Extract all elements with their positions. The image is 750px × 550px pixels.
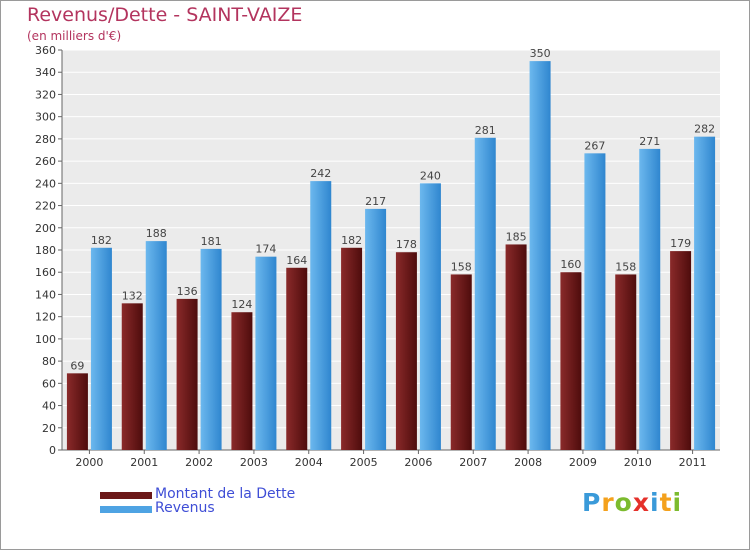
data-label-revenus: 174 <box>255 243 276 256</box>
data-label-revenus: 267 <box>584 139 605 152</box>
y-tick-label: 240 <box>35 177 56 190</box>
bar-dette <box>66 373 88 450</box>
x-tick-label: 2008 <box>514 456 542 469</box>
x-tick-label: 2009 <box>569 456 597 469</box>
data-label-dette: 124 <box>231 298 252 311</box>
data-label-revenus: 182 <box>91 234 112 247</box>
x-tick-label: 2011 <box>679 456 707 469</box>
y-tick-label: 300 <box>35 111 56 124</box>
bar-revenus <box>639 148 661 450</box>
proxiti-logo: Proxiti <box>582 488 682 517</box>
data-label-dette: 158 <box>451 260 472 273</box>
bar-revenus <box>310 181 332 450</box>
data-label-dette: 178 <box>396 238 417 251</box>
y-tick-label: 80 <box>42 355 56 368</box>
data-label-dette: 69 <box>70 359 84 372</box>
data-label-dette: 164 <box>286 254 307 267</box>
bar-dette <box>176 298 198 450</box>
legend-label-dette: Montant de la Dette <box>155 486 296 502</box>
x-tick-label: 2000 <box>75 456 103 469</box>
bar-revenus <box>200 248 222 450</box>
data-label-revenus: 217 <box>365 195 386 208</box>
data-label-dette: 136 <box>177 285 198 298</box>
y-tick-label: 360 <box>35 44 56 57</box>
data-label-dette: 182 <box>341 234 362 247</box>
x-tick-label: 2004 <box>295 456 323 469</box>
bar-dette <box>450 274 472 450</box>
bar-dette <box>231 312 253 450</box>
y-tick-label: 340 <box>35 66 56 79</box>
data-label-revenus: 188 <box>146 227 167 240</box>
y-tick-label: 180 <box>35 244 56 257</box>
y-tick-label: 120 <box>35 311 56 324</box>
chart-subtitle: (en milliers d'€) <box>27 29 122 43</box>
x-tick-label: 2010 <box>624 456 652 469</box>
x-tick-label: 2003 <box>240 456 268 469</box>
data-label-revenus: 281 <box>475 124 496 137</box>
x-tick-label: 2002 <box>185 456 213 469</box>
bar-revenus <box>529 61 551 450</box>
bar-revenus <box>255 256 277 450</box>
bar-revenus <box>474 137 496 450</box>
data-label-revenus: 242 <box>310 167 331 180</box>
bar-revenus <box>90 247 112 450</box>
logo-letter: o <box>614 488 633 517</box>
legend-label-revenus: Revenus <box>155 500 215 516</box>
y-tick-label: 20 <box>42 422 56 435</box>
y-tick-label: 260 <box>35 155 56 168</box>
bar-dette <box>395 252 417 450</box>
y-tick-label: 0 <box>49 444 56 457</box>
data-label-dette: 160 <box>560 258 581 271</box>
data-label-dette: 132 <box>122 289 143 302</box>
bar-revenus <box>419 183 441 451</box>
data-label-dette: 158 <box>615 260 636 273</box>
bar-dette <box>615 274 637 450</box>
bar-dette <box>286 267 308 450</box>
logo-letter: i <box>650 488 660 517</box>
chart-title: Revenus/Dette - SAINT-VAIZE <box>27 4 303 26</box>
y-tick-label: 100 <box>35 333 56 346</box>
x-tick-label: 2001 <box>130 456 158 469</box>
x-tick-label: 2006 <box>404 456 432 469</box>
y-tick-label: 200 <box>35 222 56 235</box>
logo-letter: t <box>659 488 673 517</box>
data-label-revenus: 350 <box>530 47 551 60</box>
bar-dette <box>341 247 363 450</box>
bar-dette <box>505 244 527 450</box>
logo-letter: x <box>632 488 650 517</box>
x-tick-label: 2005 <box>350 456 378 469</box>
bar-revenus <box>365 208 387 450</box>
bar-dette <box>670 251 692 450</box>
logo-letter: P <box>582 488 602 517</box>
x-tick-label: 2007 <box>459 456 487 469</box>
y-tick-label: 140 <box>35 288 56 301</box>
bar-dette <box>121 303 143 450</box>
bar-dette <box>560 272 582 450</box>
legend-swatch-dette <box>100 492 152 499</box>
logo-letter: r <box>601 488 615 517</box>
data-label-dette: 185 <box>506 230 527 243</box>
logo-letter: i <box>672 488 683 517</box>
y-tick-label: 60 <box>42 377 56 390</box>
y-tick-label: 320 <box>35 88 56 101</box>
bar-revenus <box>145 241 167 450</box>
data-label-revenus: 282 <box>694 123 715 136</box>
bar-revenus <box>694 136 716 450</box>
data-label-revenus: 240 <box>420 169 441 182</box>
y-tick-label: 280 <box>35 133 56 146</box>
y-tick-label: 40 <box>42 400 56 413</box>
y-tick-label: 220 <box>35 200 56 213</box>
bar-revenus <box>584 153 606 451</box>
y-tick-label: 160 <box>35 266 56 279</box>
data-label-dette: 179 <box>670 237 691 250</box>
data-label-revenus: 181 <box>201 235 222 248</box>
data-label-revenus: 271 <box>639 135 660 148</box>
legend-swatch-revenus <box>100 506 152 513</box>
